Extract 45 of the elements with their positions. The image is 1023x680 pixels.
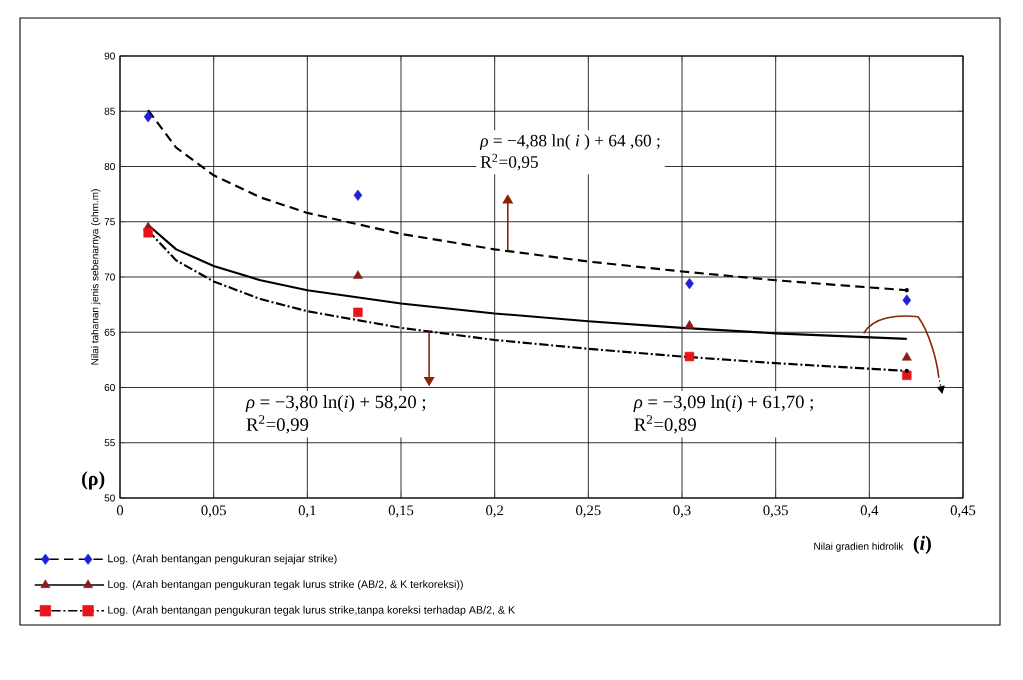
annotation: ρ = −4,88 ln( i ) + 64 ,60 ; <box>479 134 660 150</box>
x-tick-label: 0,1 <box>298 505 316 518</box>
point <box>904 288 909 293</box>
annotation: ρ = −3,80 ln(i) + 58,20 ; <box>245 395 426 412</box>
x-tick-label: 0,25 <box>576 505 601 518</box>
annotation: R$^{2}$=0,99 <box>246 415 309 434</box>
x-axis-title: Nilai gradien hidrolik <box>814 542 904 552</box>
y-axis-title: Nilai tahanan jenis sebenarnya (ohm.m) <box>91 189 101 365</box>
y-tick-label: 55 <box>104 439 115 447</box>
point <box>353 189 363 201</box>
y-tick-label: 65 <box>104 328 115 336</box>
y-tick-label: 50 <box>104 494 115 502</box>
point <box>143 228 153 238</box>
point <box>353 307 363 318</box>
x-tick-label: 0 <box>116 505 124 516</box>
y-tick-label: 80 <box>104 162 115 171</box>
annotation: ρ = −3,09 ln(i) + 61,70 ; <box>633 395 813 412</box>
point <box>143 111 153 123</box>
point <box>353 270 363 279</box>
annotation: R$^{2}$=0,89 <box>634 415 696 434</box>
y-tick-label: 60 <box>104 383 115 392</box>
annotation: R$^{2}$=0,95 <box>480 153 538 171</box>
point <box>684 320 695 329</box>
y-tick-label: 75 <box>104 218 115 226</box>
legend-label: Log. (Arah bentangan pengukuran tegak lurus strike,tanpa koreksi terhadap AB/2, & K <box>108 605 515 616</box>
x-tick-label: 0,05 <box>201 505 226 518</box>
y-tick-label: 85 <box>104 107 115 115</box>
point <box>901 352 912 361</box>
point <box>902 294 912 306</box>
point <box>684 351 695 362</box>
legend-label: Log. (Arah bentangan pengukuran tegak lurus strike (AB/2, & K terkoreksi)) <box>108 580 463 591</box>
x-tick-label: 0,2 <box>486 505 504 518</box>
x-tick-label: 0,45 <box>950 505 976 518</box>
y-tick-label: 70 <box>104 273 115 281</box>
x-tick-label: 0,15 <box>388 505 414 518</box>
y-tick-label: 90 <box>104 52 115 60</box>
x-tick-label: 0,3 <box>673 505 691 518</box>
text: (i) <box>913 535 931 554</box>
x-tick-label: 0,35 <box>763 505 788 518</box>
x-tick-label: 0,4 <box>860 505 879 518</box>
point <box>685 278 694 290</box>
legend-label: Log. (Arah bentangan pengukuran sejajar strike) <box>108 554 337 565</box>
point <box>902 370 912 380</box>
text: (ρ) <box>82 471 105 490</box>
point <box>904 368 909 374</box>
